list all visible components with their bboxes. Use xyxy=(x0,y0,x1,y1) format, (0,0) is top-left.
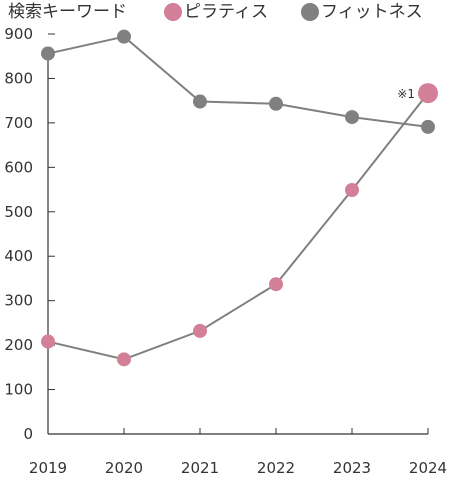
data-point xyxy=(193,323,207,338)
x-tick-label: 2019 xyxy=(29,459,67,477)
legend-marker-fitness xyxy=(301,3,319,21)
y-tick-label: 100 xyxy=(4,381,33,399)
data-point xyxy=(41,46,55,61)
y-axis-ticks: 0 100 200 300 400 500 600 700 800 900 xyxy=(4,25,55,443)
series-points xyxy=(41,29,438,367)
data-point xyxy=(421,119,435,134)
y-tick-label: 300 xyxy=(4,292,33,310)
x-tick-label: 2022 xyxy=(257,459,295,477)
series-lines xyxy=(47,35,429,361)
legend-label-pilates: ピラティス xyxy=(184,2,268,22)
series-line-1 xyxy=(47,35,429,128)
y-tick-label: 0 xyxy=(23,425,33,443)
data-point xyxy=(269,277,283,292)
legend: 検索キーワード ピラティス フィットネス xyxy=(8,2,423,22)
data-point xyxy=(345,110,359,125)
x-tick-label: 2023 xyxy=(333,459,371,477)
y-tick-label: 900 xyxy=(4,25,33,43)
data-point xyxy=(193,94,207,109)
y-tick-label: 600 xyxy=(4,158,33,176)
y-tick-label: 400 xyxy=(4,247,33,265)
x-tick-label: 2021 xyxy=(181,459,219,477)
data-point xyxy=(269,96,283,111)
y-tick-label: 200 xyxy=(4,336,33,354)
y-tick-label: 500 xyxy=(4,203,33,221)
y-tick-label: 700 xyxy=(4,114,33,132)
data-point xyxy=(345,183,359,197)
y-tick-label: 800 xyxy=(4,69,33,87)
legend-title: 検索キーワード xyxy=(8,2,127,22)
data-point xyxy=(117,29,131,44)
series-line-0 xyxy=(47,92,429,361)
legend-marker-pilates xyxy=(164,3,182,21)
annotation-note: ※1 xyxy=(397,87,415,101)
x-tick-label: 2020 xyxy=(105,459,143,477)
data-point xyxy=(117,352,131,367)
x-tick-label: 2024 xyxy=(409,459,447,477)
data-point xyxy=(418,83,438,104)
data-point xyxy=(41,334,55,349)
legend-label-fitness: フィットネス xyxy=(321,2,423,22)
x-axis-ticks: 2019 2020 2021 2022 2023 2024 xyxy=(29,428,447,477)
